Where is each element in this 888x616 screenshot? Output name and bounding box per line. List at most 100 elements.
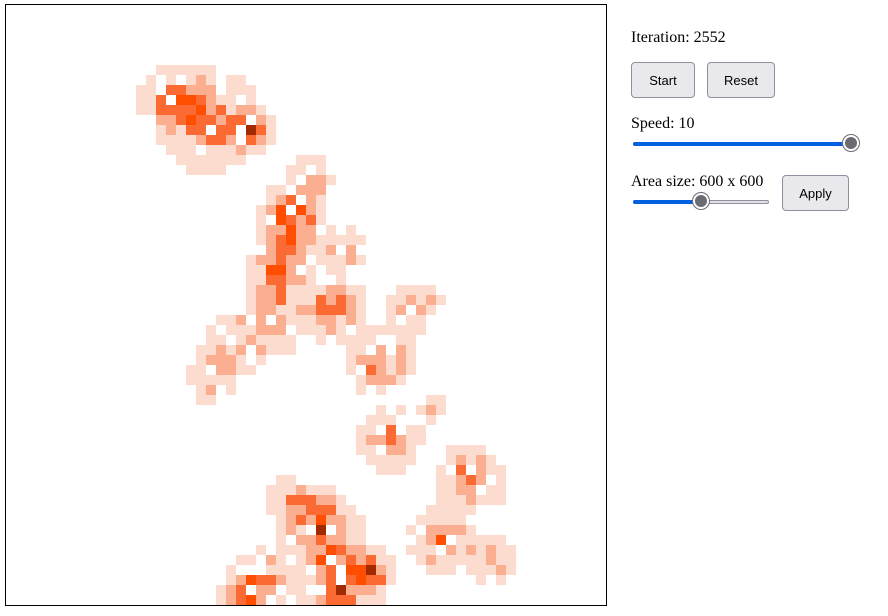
grid-cell	[376, 585, 386, 595]
grid-cell	[396, 335, 406, 345]
grid-cell	[336, 515, 346, 525]
speed-slider-thumb[interactable]	[843, 135, 859, 151]
grid-cell	[306, 485, 316, 495]
grid-cell	[406, 315, 416, 325]
grid-cell	[176, 135, 186, 145]
grid-cell	[266, 325, 276, 335]
grid-cell	[326, 235, 336, 245]
grid-cell	[496, 475, 506, 485]
grid-cell	[246, 135, 256, 145]
grid-cell	[256, 295, 266, 305]
grid-cell	[256, 105, 266, 115]
grid-cell	[246, 335, 256, 345]
grid-cell	[276, 255, 286, 265]
grid-cell	[286, 505, 296, 515]
grid-cell	[286, 295, 296, 305]
grid-cell	[206, 95, 216, 105]
grid-cell	[196, 65, 206, 75]
grid-cell	[496, 565, 506, 575]
grid-cell	[336, 585, 346, 595]
grid-cell	[456, 525, 466, 535]
speed-slider[interactable]	[633, 134, 859, 154]
grid-cell	[356, 515, 366, 525]
grid-cell	[266, 585, 276, 595]
grid-cell	[316, 255, 326, 265]
grid-cell	[336, 265, 346, 275]
grid-cell	[296, 255, 306, 265]
grid-cell	[396, 285, 406, 295]
grid-cell	[416, 305, 426, 315]
grid-cell	[456, 485, 466, 495]
grid-cell	[466, 475, 476, 485]
grid-cell	[326, 515, 336, 525]
grid-cell	[326, 495, 336, 505]
grid-cell	[346, 305, 356, 315]
grid-cell	[226, 325, 236, 335]
grid-cell	[336, 275, 346, 285]
grid-cell	[356, 565, 366, 575]
grid-cell	[316, 595, 326, 605]
grid-cell	[196, 125, 206, 135]
grid-cell	[506, 555, 516, 565]
grid-cell	[496, 495, 506, 505]
grid-cell	[276, 225, 286, 235]
grid-cell	[436, 475, 446, 485]
grid-cell	[346, 585, 356, 595]
grid-cell	[286, 225, 296, 235]
grid-cell	[426, 305, 436, 315]
grid-cell	[226, 85, 236, 95]
grid-cell	[236, 335, 246, 345]
grid-cell	[356, 525, 366, 535]
grid-cell	[216, 595, 226, 605]
grid-cell	[316, 215, 326, 225]
grid-cell	[446, 495, 456, 505]
grid-cell	[246, 325, 256, 335]
grid-cell	[506, 545, 516, 555]
grid-cell	[326, 545, 336, 555]
grid-cell	[486, 565, 496, 575]
grid-cell	[236, 355, 246, 365]
grid-cell	[256, 315, 266, 325]
grid-cell	[326, 505, 336, 515]
grid-cell	[186, 95, 196, 105]
grid-cell	[196, 135, 206, 145]
grid-cell	[326, 245, 336, 255]
grid-cell	[226, 135, 236, 145]
simulation-canvas[interactable]	[5, 4, 607, 606]
grid-cell	[226, 105, 236, 115]
grid-cell	[426, 415, 436, 425]
grid-cell	[286, 235, 296, 245]
grid-cell	[406, 285, 416, 295]
grid-cell	[306, 515, 316, 525]
grid-cell	[466, 565, 476, 575]
grid-cell	[336, 595, 346, 605]
grid-cell	[286, 475, 296, 485]
grid-cell	[206, 335, 216, 345]
grid-cell	[366, 335, 376, 345]
grid-cell	[386, 555, 396, 565]
start-button[interactable]: Start	[631, 62, 695, 98]
grid-cell	[336, 335, 346, 345]
grid-cell	[286, 335, 296, 345]
area-size-slider-thumb[interactable]	[693, 193, 709, 209]
grid-cell	[496, 545, 506, 555]
grid-cell	[326, 575, 336, 585]
grid-cell	[456, 475, 466, 485]
grid-cell	[256, 545, 266, 555]
grid-cell	[356, 375, 366, 385]
cell-grid	[136, 65, 516, 605]
reset-button[interactable]: Reset	[707, 62, 775, 98]
grid-cell	[316, 575, 326, 585]
grid-cell	[356, 545, 366, 555]
grid-cell	[296, 245, 306, 255]
grid-cell	[266, 205, 276, 215]
grid-cell	[296, 185, 306, 195]
area-size-slider[interactable]	[633, 192, 769, 212]
apply-button[interactable]: Apply	[782, 175, 849, 211]
grid-cell	[206, 165, 216, 175]
grid-cell	[436, 485, 446, 495]
grid-cell	[136, 105, 146, 115]
grid-cell	[246, 145, 256, 155]
grid-cell	[366, 565, 376, 575]
grid-cell	[376, 365, 386, 375]
